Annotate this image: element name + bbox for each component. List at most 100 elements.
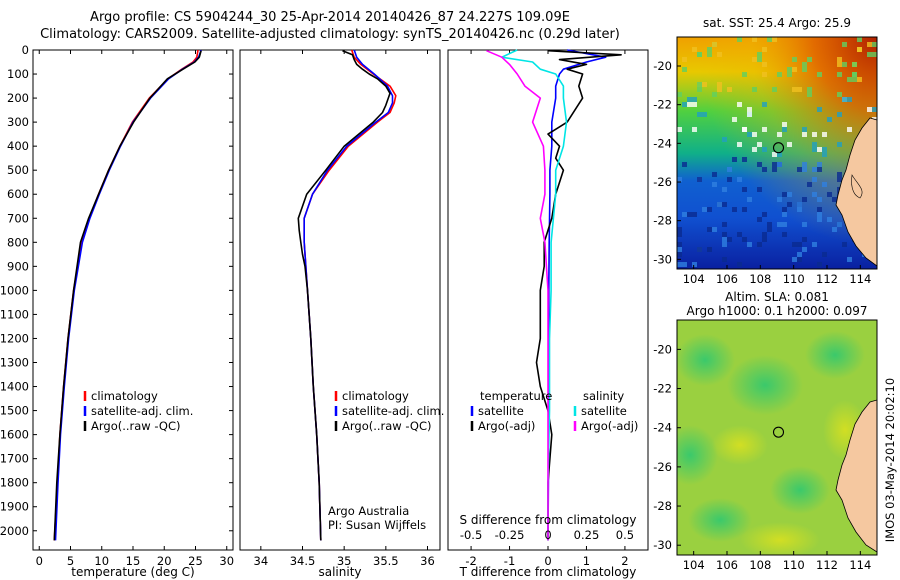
map-y-tick-label: -30 — [653, 538, 672, 552]
y-tick-label: 900 — [7, 259, 29, 273]
sst-pixel — [792, 57, 797, 62]
sst-pixel — [797, 207, 802, 212]
sst-pixel — [812, 147, 817, 152]
sst-pixel — [737, 102, 742, 107]
legend-header: salinity — [583, 389, 624, 403]
y-tick-label: 1300 — [0, 356, 29, 370]
sst-pixel — [802, 167, 807, 172]
sst-pixel — [817, 197, 822, 202]
sst-pixel — [807, 92, 812, 97]
sst-pixel — [762, 232, 767, 237]
sst-pixel — [687, 212, 692, 217]
sst-pixel — [782, 222, 787, 227]
sst-pixel — [677, 247, 682, 252]
sst-pixel — [707, 207, 712, 212]
sst-pixel — [692, 102, 697, 107]
sla-eddy — [770, 466, 830, 514]
sst-pixel — [777, 72, 782, 77]
panel-note: Argo Australia — [328, 504, 409, 518]
sla-eddy — [688, 498, 752, 542]
sst-pixel — [692, 212, 697, 217]
sst-pixel — [722, 242, 727, 247]
sst-pixel — [692, 47, 697, 52]
x2-tick-label: 0.5 — [616, 528, 634, 542]
difference-panel: -2 -1 0 1 2T difference from climatology temp… — [447, 49, 649, 579]
sla-high — [712, 425, 768, 465]
x-tick-label: 35 — [337, 554, 352, 568]
sst-pixel — [787, 192, 792, 197]
x-tick-label: 1 — [583, 554, 590, 568]
sst-pixel — [777, 152, 782, 157]
series-line — [297, 49, 391, 541]
sst-pixel — [812, 142, 817, 147]
x2-tick-label: -0.5 — [460, 528, 482, 542]
sst-pixel — [817, 72, 822, 77]
sst-pixel — [797, 252, 802, 257]
map-y-tick-label: -20 — [653, 342, 672, 356]
legend-label: Argo(..raw -QC) — [91, 419, 181, 433]
sst-pixel — [692, 262, 697, 267]
map-x-tick-label: 106 — [716, 272, 738, 286]
sst-pixel — [742, 237, 747, 242]
sst-pixel — [732, 207, 737, 212]
sla-axes: 104 106 108 110 112 114 -20 -22 -24 -26 -28 -30 — [653, 342, 871, 572]
sst-pixel — [872, 42, 877, 47]
sst-pixel — [872, 52, 877, 57]
sst-pixel — [797, 202, 802, 207]
sst-pixel — [847, 97, 852, 102]
panel-note: PI: Susan Wijffels — [328, 518, 426, 532]
sst-pixel — [807, 182, 812, 187]
sst-pixel — [752, 87, 757, 92]
sst-pixel — [802, 237, 807, 242]
x-tick-label: 2 — [621, 554, 628, 568]
legend-label: climatology — [91, 389, 158, 403]
sst-pixel — [717, 87, 722, 92]
sst-pixel — [837, 62, 842, 67]
sst-pixel — [742, 157, 747, 162]
sst-axes: 104 106 108 110 112 114 -20 -22 -24 -26 -28 -30 — [653, 59, 871, 286]
sst-pixel — [812, 192, 817, 197]
sst-shark-bay — [851, 174, 863, 199]
map-y-tick-label: -28 — [653, 499, 672, 513]
sst-pixel — [687, 97, 692, 102]
sla-eddy — [677, 334, 735, 386]
sst-pixel — [752, 147, 757, 152]
sst-pixel — [847, 77, 852, 82]
sst-pixel — [682, 162, 687, 167]
sst-pixel — [817, 212, 822, 217]
y-tick-label: 0 — [22, 43, 29, 57]
sst-pixel — [677, 177, 682, 182]
map-x-tick-label: 112 — [816, 272, 838, 286]
map-x-tick-label: 106 — [716, 558, 738, 572]
sst-pixel — [827, 192, 832, 197]
sst-pixel — [727, 177, 732, 182]
map-y-tick-label: -22 — [653, 98, 672, 112]
sst-pixel — [692, 97, 697, 102]
series-line — [500, 49, 568, 541]
sst-pixel — [752, 57, 757, 62]
sst-pixel — [722, 237, 727, 242]
sst-pixel — [857, 37, 862, 42]
map-x-tick-label: 104 — [683, 558, 705, 572]
x-tick-label: 0 — [36, 554, 43, 568]
sst-pixel — [757, 242, 762, 247]
sst-pixel — [817, 147, 822, 152]
sst-pixel — [852, 62, 857, 67]
y-tick-label: 1700 — [0, 452, 29, 466]
y-tick-label: 400 — [7, 139, 29, 153]
sst-pixel — [807, 87, 812, 92]
legend-label: satellite-adj. clim. — [342, 404, 444, 418]
sst-pixel — [837, 92, 842, 97]
sst-pixel — [777, 222, 782, 227]
sst-pixel — [822, 182, 827, 187]
x-tick-label: -2 — [465, 554, 476, 568]
sst-pixel — [682, 67, 687, 72]
map-y-tick-label: -28 — [653, 214, 672, 228]
sst-pixel — [682, 212, 687, 217]
sst-pixel — [847, 127, 852, 132]
sst-pixel — [802, 197, 807, 202]
sst-pixel — [697, 112, 702, 117]
y-tick-label: 1400 — [0, 380, 29, 394]
sst-pixel — [787, 67, 792, 72]
sst-pixel — [697, 177, 702, 182]
